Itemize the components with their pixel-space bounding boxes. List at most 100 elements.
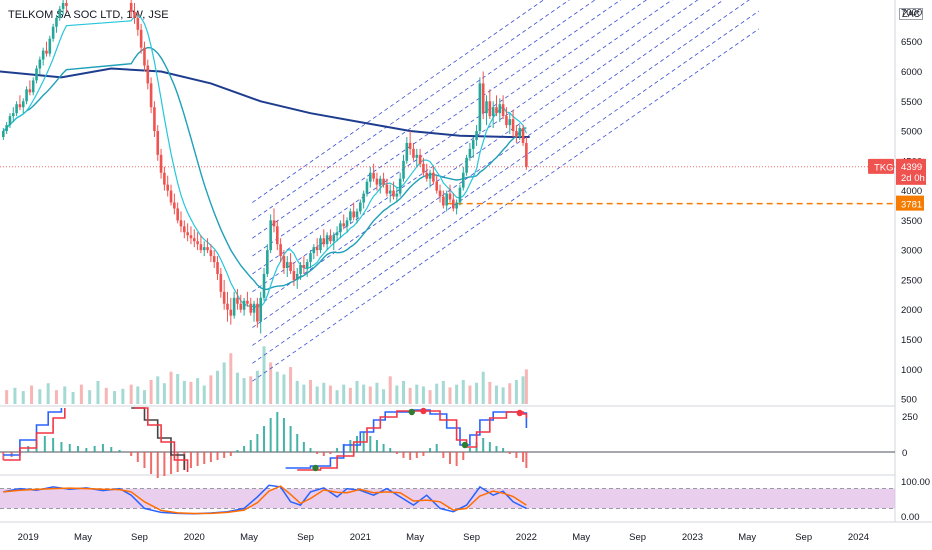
- macd-hist-bar: [263, 426, 266, 452]
- candle-body: [48, 38, 52, 54]
- volume-bar: [189, 381, 193, 404]
- volume-bar: [249, 376, 253, 404]
- volume-bar: [408, 387, 412, 404]
- candle-body: [442, 196, 445, 206]
- candle-body: [398, 178, 402, 194]
- candle-body: [425, 172, 429, 179]
- candle-body: [21, 101, 25, 108]
- volume-bar: [129, 384, 133, 404]
- macd-hist-bar: [93, 446, 96, 452]
- volume-bar: [421, 386, 425, 404]
- candle-body: [495, 107, 498, 114]
- candle-body: [332, 235, 336, 242]
- volume-bar: [521, 376, 525, 404]
- support-price-label: 3781: [901, 200, 922, 211]
- volume-bar: [428, 390, 432, 404]
- candle-body: [252, 303, 256, 313]
- volume-bar: [149, 380, 153, 404]
- volume-bar: [295, 380, 299, 404]
- candle-body: [249, 303, 253, 313]
- candle-body: [196, 241, 199, 245]
- volume-bar: [5, 390, 9, 404]
- candle-body: [5, 125, 8, 132]
- candle-body: [149, 83, 153, 108]
- volume-bar: [328, 385, 332, 404]
- channel-line: [252, 28, 760, 382]
- macd-hist-bar: [356, 436, 359, 452]
- channel-line: [252, 0, 545, 203]
- channel-line: [252, 0, 570, 221]
- candle-body: [229, 309, 233, 316]
- volume-bar: [275, 371, 279, 404]
- candle-body: [432, 172, 435, 182]
- time-tick-label: 2023: [682, 532, 703, 543]
- volume-bar: [38, 389, 42, 404]
- macd-hist-bar: [382, 444, 385, 452]
- channel-line: [252, 0, 673, 293]
- channel-line: [252, 0, 596, 239]
- macd-hist-bar: [369, 436, 372, 452]
- volume-bar: [142, 390, 146, 404]
- macd-hist-bar: [130, 452, 133, 456]
- price-tick-label: 500: [901, 395, 917, 406]
- macd-hist-bar: [442, 452, 445, 458]
- time-tick-label: May: [406, 532, 424, 543]
- macd-hist-bar: [302, 442, 305, 452]
- price-tick-label: 5000: [901, 127, 922, 138]
- macd-hist-bar: [522, 452, 525, 462]
- candle-body: [31, 80, 35, 93]
- volume-bar: [196, 378, 200, 404]
- candle-body: [435, 181, 439, 191]
- macd-cross-dot: [516, 409, 523, 417]
- candle-body: [11, 113, 15, 117]
- candle-body: [266, 250, 269, 274]
- candle-body: [58, 8, 62, 18]
- candle-body: [143, 47, 146, 66]
- candle-body: [209, 250, 213, 257]
- volume-bar: [461, 380, 465, 404]
- ticker-label: TKG: [874, 162, 894, 173]
- candle-body: [491, 107, 495, 117]
- macd-hist-bar: [143, 452, 146, 468]
- candle-body: [206, 247, 209, 251]
- candle-body: [285, 262, 289, 269]
- price-tick-label: 4000: [901, 186, 922, 197]
- candle-body: [498, 104, 502, 114]
- macd-hist-bar: [163, 452, 166, 476]
- candle-body: [2, 131, 5, 137]
- candle-body: [515, 131, 518, 137]
- time-tick-label: Sep: [463, 532, 480, 543]
- currency-label[interactable]: ZAC: [899, 8, 923, 20]
- candle-body: [521, 128, 525, 143]
- candle-body: [295, 273, 299, 280]
- price-tick-label: 1000: [901, 365, 922, 376]
- macd-hist-bar: [110, 447, 113, 452]
- macd-hist-bar: [216, 452, 219, 460]
- stoch-tick-label: 100.00: [901, 477, 930, 488]
- candle-body: [305, 262, 309, 269]
- candle-body: [309, 253, 312, 263]
- macd-hist-bar: [349, 440, 352, 452]
- candle-body: [169, 190, 173, 203]
- candle-body: [256, 303, 259, 322]
- macd-hist-bar: [52, 438, 55, 452]
- candle-body: [388, 190, 392, 194]
- candle-body: [133, 11, 136, 18]
- candle-body: [395, 193, 399, 197]
- candle-body: [55, 17, 58, 27]
- candle-body: [368, 172, 372, 182]
- candle-body: [45, 50, 48, 54]
- volume-bar: [79, 384, 83, 404]
- candle-body: [412, 148, 415, 158]
- macd-hist-bar: [223, 452, 226, 458]
- volume-bar: [202, 385, 206, 404]
- macd-hist-bar: [435, 444, 438, 452]
- volume-bar: [209, 375, 213, 404]
- candle-body: [339, 223, 342, 233]
- macd-hist-bar: [101, 444, 104, 452]
- candle-body: [485, 101, 488, 114]
- candle-body: [239, 303, 243, 310]
- candle-body: [202, 247, 206, 251]
- macd-hist-bar: [85, 448, 88, 452]
